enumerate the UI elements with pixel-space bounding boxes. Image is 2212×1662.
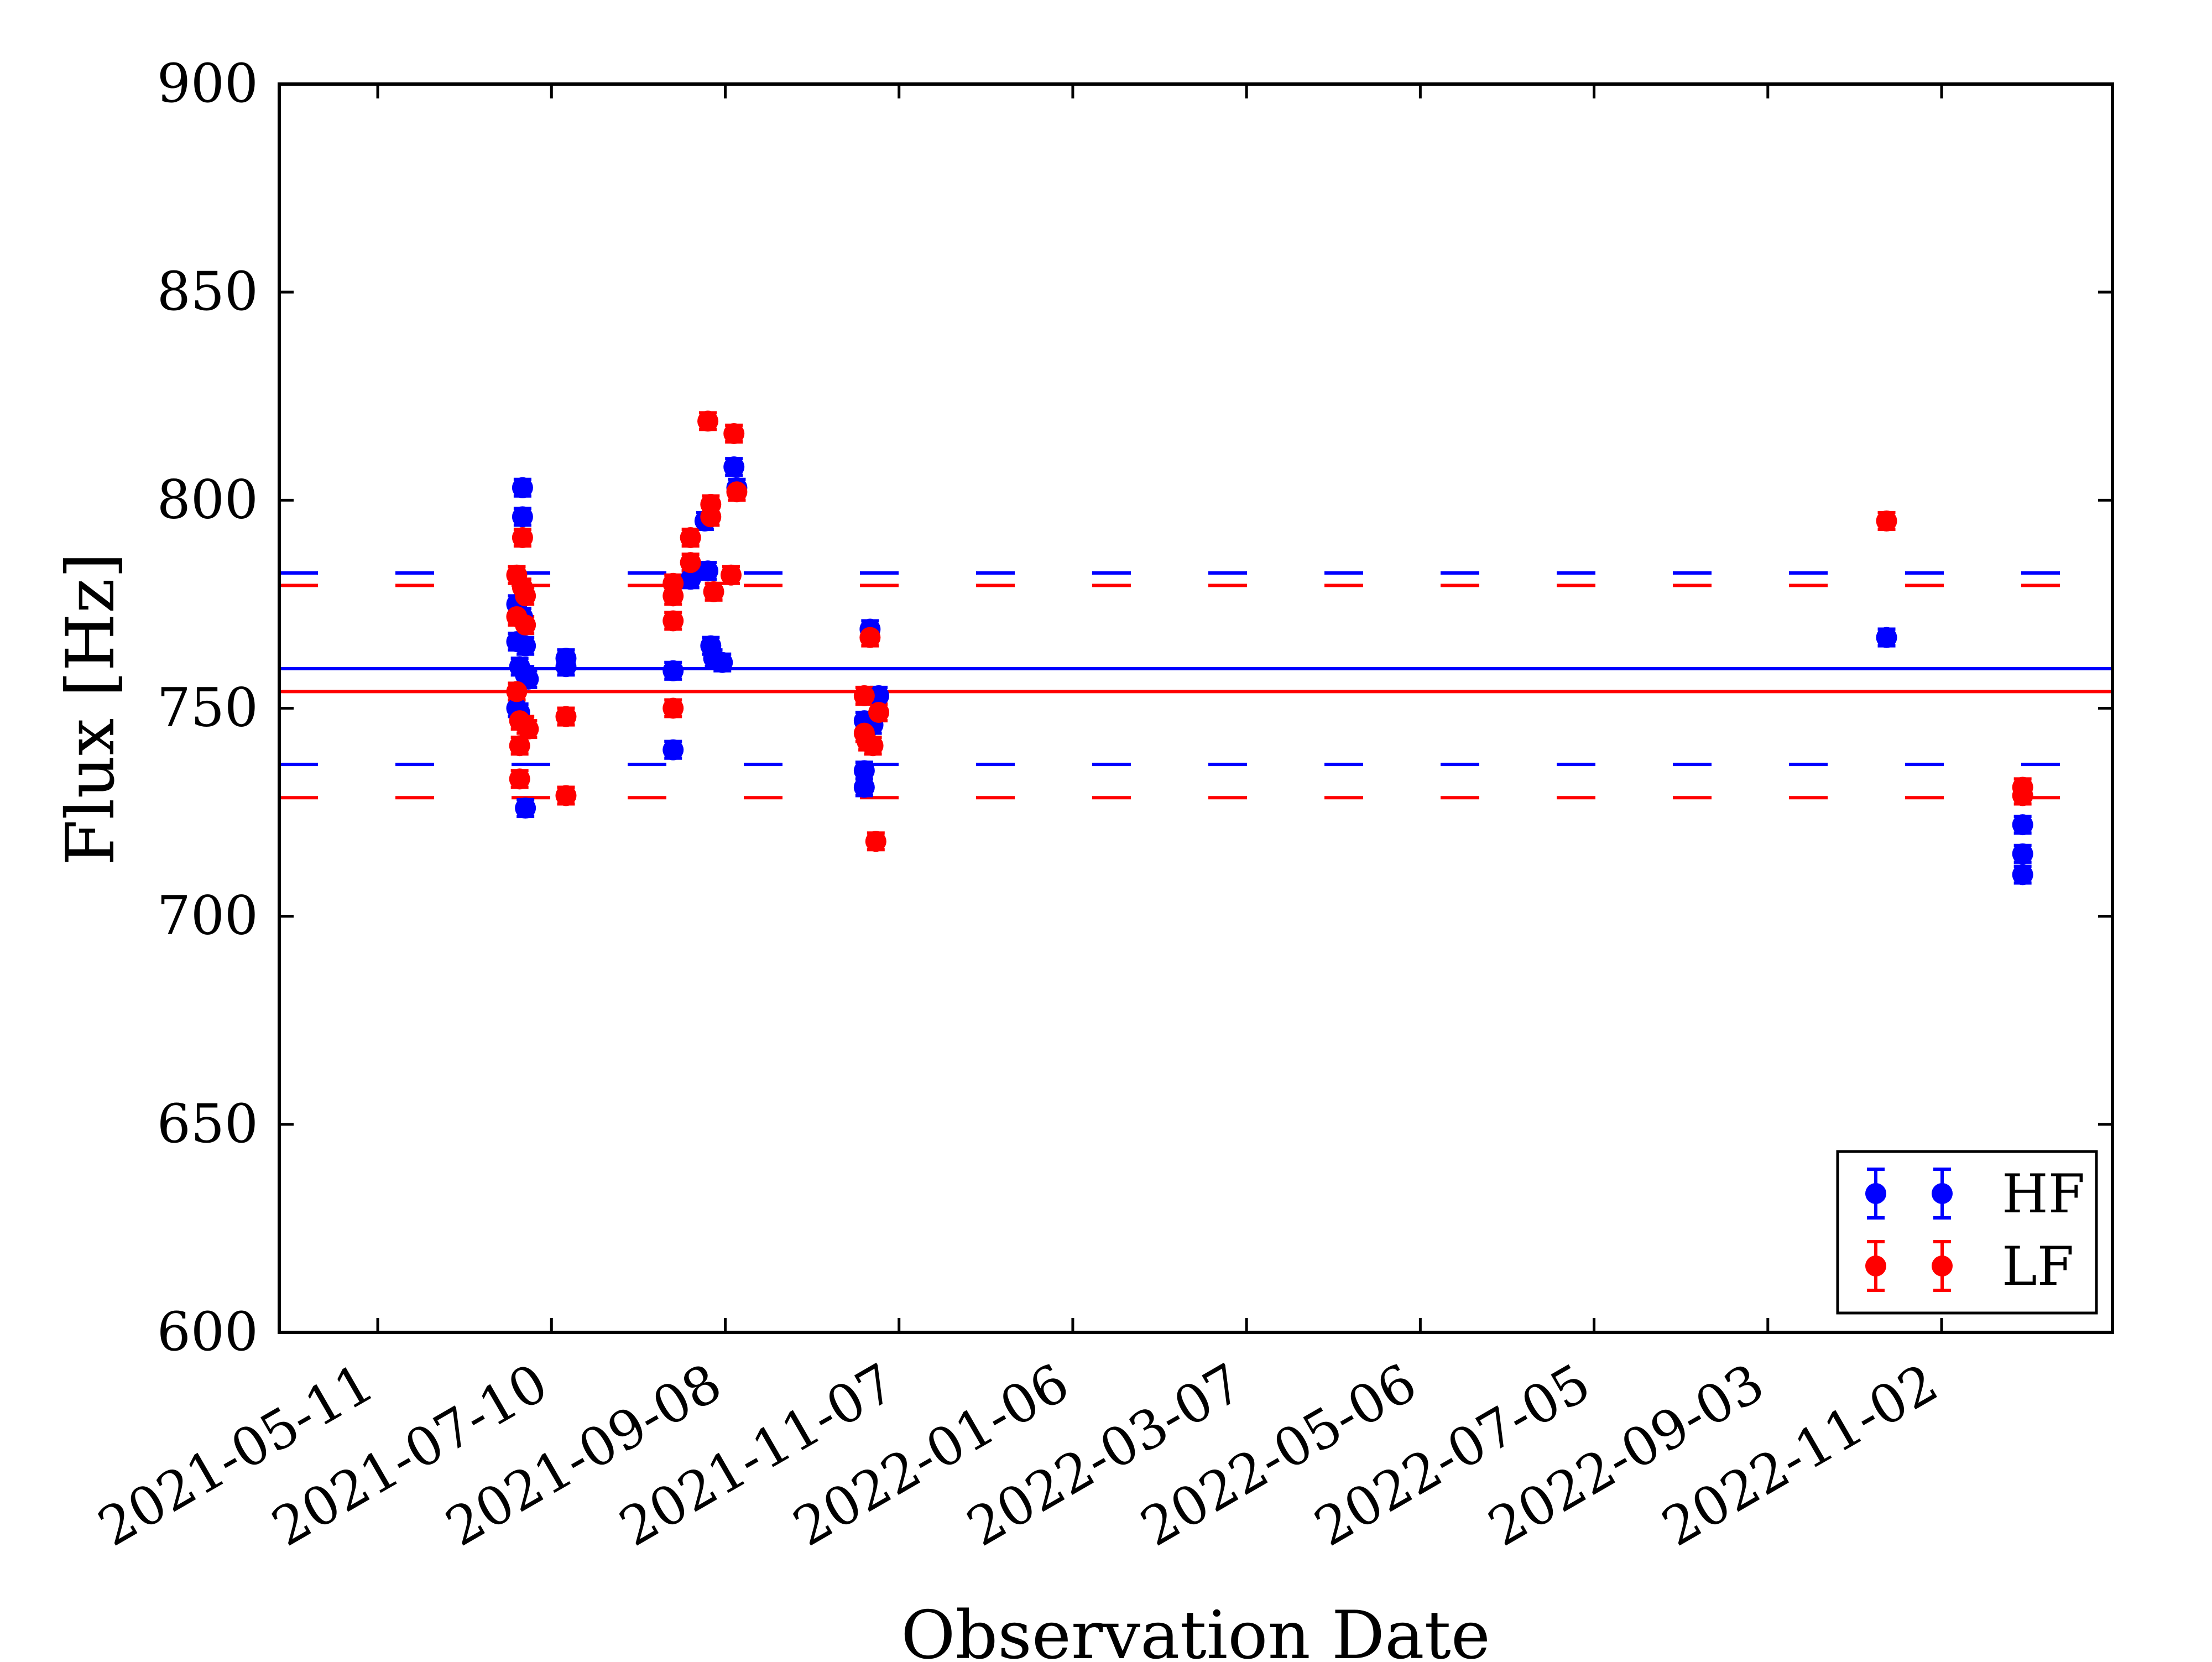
hf-data-point xyxy=(662,739,684,760)
lf-data-point xyxy=(859,627,881,648)
hf-data-point xyxy=(515,798,536,819)
lf-data-point xyxy=(515,614,536,636)
y-tick-label: 700 xyxy=(157,885,258,947)
hf-data-point xyxy=(853,777,875,798)
hf-data-point xyxy=(2012,814,2033,836)
hf-data-point xyxy=(512,477,533,498)
legend-hf-marker xyxy=(1865,1183,1886,1204)
hf-data-point xyxy=(555,656,577,678)
legend-lf-marker xyxy=(1932,1255,1953,1277)
lf-data-point xyxy=(509,768,530,790)
lf-data-point xyxy=(506,681,528,702)
lf-data-point xyxy=(868,702,890,723)
lf-data-point xyxy=(662,585,684,607)
lf-data-point xyxy=(680,527,701,549)
hf-data-point xyxy=(723,456,745,478)
y-tick-label: 650 xyxy=(157,1093,258,1155)
x-tick-labels: 2021-05-112021-07-102021-09-082021-11-07… xyxy=(88,1352,1948,1559)
legend-label-hf: HF xyxy=(2002,1163,2085,1225)
hf-data-point xyxy=(697,560,719,582)
y-tick-label: 600 xyxy=(157,1301,258,1363)
lf-data-point xyxy=(862,735,884,757)
legend-lf-marker xyxy=(1865,1255,1886,1277)
hf-data-point xyxy=(512,506,533,528)
hf-data-point xyxy=(515,635,536,657)
plot-frame xyxy=(278,82,2114,1334)
lf-data-point xyxy=(726,481,748,503)
lf-data-point xyxy=(509,735,530,757)
y-tick-label: 900 xyxy=(157,53,258,114)
lf-data-point xyxy=(697,410,719,432)
legend-box xyxy=(1836,1150,2098,1315)
lf-data-point xyxy=(1876,510,1897,532)
hf-data-point xyxy=(2012,843,2033,864)
axis-ticks xyxy=(279,82,2112,1334)
legend-hf-marker xyxy=(1932,1183,1953,1204)
y-tick-labels: 600 650 700 750 800 850 900 xyxy=(157,53,258,1363)
lf-data-point xyxy=(555,706,577,727)
lf-data-point xyxy=(662,697,684,719)
data-points xyxy=(506,410,2033,885)
lf-data-point xyxy=(680,552,701,574)
hf-data-point xyxy=(680,569,701,590)
lf-data-point xyxy=(2012,785,2033,806)
legend: HF LF xyxy=(1836,1150,2098,1315)
y-tick-label: 850 xyxy=(157,260,258,322)
y-axis-title: Flux [Hz] xyxy=(53,553,129,866)
lf-data-point xyxy=(865,831,886,852)
lf-data-point xyxy=(515,585,536,607)
lf-data-point xyxy=(518,718,539,740)
lf-data-point xyxy=(662,610,684,632)
reference-lines xyxy=(279,571,2112,800)
lf-data-point xyxy=(853,685,875,706)
hf-data-point xyxy=(868,685,890,706)
hf-data-point xyxy=(712,652,733,673)
hf-data-point xyxy=(1876,627,1897,648)
lf-data-point xyxy=(555,785,577,806)
hf-data-point xyxy=(2012,864,2033,885)
x-axis-title: Observation Date xyxy=(901,1597,1490,1659)
y-tick-label: 750 xyxy=(157,677,258,739)
lf-data-point xyxy=(703,581,724,602)
hf-data-point xyxy=(662,660,684,681)
lf-data-point xyxy=(700,506,722,528)
y-tick-label: 800 xyxy=(157,468,258,530)
lf-data-point xyxy=(720,564,742,586)
lf-data-point xyxy=(512,527,533,549)
lf-data-point xyxy=(723,423,745,444)
legend-label-lf: LF xyxy=(2002,1236,2074,1298)
hf-data-point xyxy=(853,760,875,781)
